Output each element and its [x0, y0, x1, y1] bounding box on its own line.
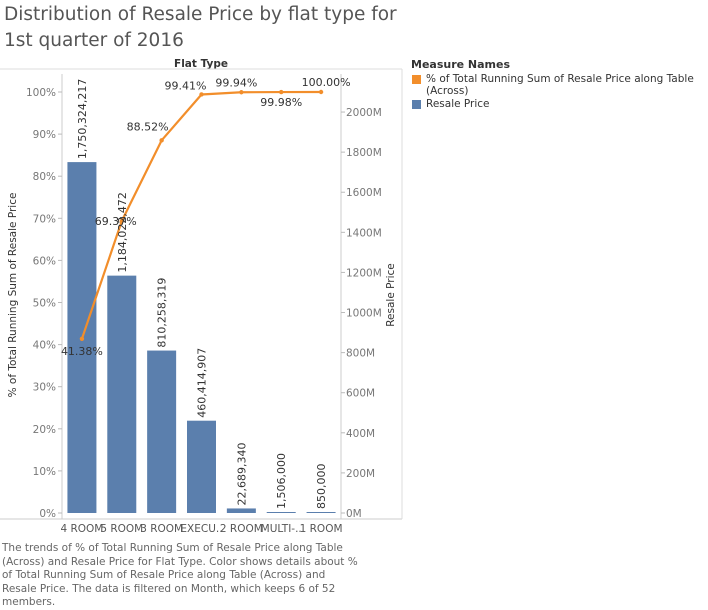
right-tick-label: 1000M [346, 308, 382, 320]
legend-item-running-pct[interactable]: % of Total Running Sum of Resale Price a… [411, 73, 706, 97]
category-label: EXECU.. [180, 523, 222, 535]
legend-label: Resale Price [426, 98, 490, 110]
bar-value-label: 850,000 [315, 464, 328, 510]
line-value-label: 99.94% [215, 76, 257, 89]
category-label: 2 ROOM [220, 523, 263, 535]
bar-resale-price [187, 420, 216, 513]
left-tick-label: 80% [33, 171, 56, 183]
left-tick-label: 10% [33, 466, 56, 478]
legend-swatch-orange [412, 75, 421, 84]
right-tick-label: 200M [346, 468, 375, 480]
bar-value-label: 22,689,340 [235, 442, 248, 505]
right-tick-label: 1200M [346, 267, 382, 279]
running-pct-point [318, 89, 324, 95]
right-tick-label: 1400M [346, 227, 382, 239]
right-tick-label: 1800M [346, 147, 382, 159]
legend: Measure Names % of Total Running Sum of … [411, 58, 706, 110]
line-value-label: 99.98% [260, 96, 302, 109]
bar-resale-price [266, 512, 296, 513]
bar-resale-price [147, 350, 177, 513]
running-pct-point [239, 90, 244, 95]
left-tick-label: 50% [33, 298, 56, 310]
left-tick-label: 40% [33, 340, 56, 352]
legend-title: Measure Names [411, 58, 511, 71]
legend-swatch-blue [412, 100, 421, 109]
left-axis-title: % of Total Running Sum of Resale Price [7, 193, 19, 398]
running-pct-point [159, 138, 164, 143]
category-label: 5 ROOM [100, 523, 143, 535]
left-tick-label: 0% [39, 508, 56, 520]
right-axis-title: Resale Price [385, 263, 397, 327]
bar-value-label: 810,258,319 [156, 278, 169, 348]
chart-title: Distribution of Resale Price by flat typ… [4, 4, 397, 51]
left-tick-label: 90% [33, 129, 56, 141]
left-tick-label: 20% [33, 424, 56, 436]
line-value-label: 69.37% [95, 215, 137, 228]
column-header: Flat Type [174, 58, 228, 70]
left-tick-label: 60% [33, 255, 56, 267]
line-value-label: 88.52% [127, 120, 169, 133]
right-tick-label: 400M [346, 428, 375, 440]
legend-label: % of Total Running Sum of Resale Price a… [426, 73, 694, 97]
category-label: 4 ROOM [60, 523, 103, 535]
bar-resale-price [107, 275, 137, 513]
running-pct-point [79, 336, 85, 341]
running-pct-point [119, 218, 124, 224]
bar-value-label: 1,506,000 [275, 453, 288, 509]
chart-caption: The trends of % of Total Running Sum of … [2, 542, 358, 608]
left-tick-label: 30% [33, 382, 56, 394]
left-tick-label: 100% [26, 87, 56, 99]
bar-value-label: 460,414,907 [196, 348, 209, 418]
right-tick-label: 1600M [346, 187, 382, 199]
bar-resale-price [226, 508, 256, 513]
right-tick-label: 800M [346, 348, 375, 360]
running-pct-point [279, 89, 284, 95]
line-value-label: 99.41% [165, 79, 207, 92]
line-value-label: 41.38% [61, 345, 103, 358]
running-pct-point [199, 92, 204, 97]
right-tick-label: 0M [346, 508, 362, 520]
legend-item-resale-price[interactable]: Resale Price [411, 98, 706, 110]
category-label: MULTI-.. [261, 523, 302, 535]
line-value-label: 100.00% [302, 76, 351, 89]
category-label: 1 ROOM [300, 523, 343, 535]
right-tick-label: 2000M [346, 107, 382, 119]
category-label: 3 ROOM [140, 523, 183, 535]
bar-value-label: 1,184,022,472 [116, 192, 129, 272]
left-tick-label: 70% [33, 213, 56, 225]
right-tick-label: 600M [346, 388, 375, 400]
bar-value-label: 1,750,324,217 [76, 79, 89, 159]
bar-resale-price [306, 512, 336, 513]
